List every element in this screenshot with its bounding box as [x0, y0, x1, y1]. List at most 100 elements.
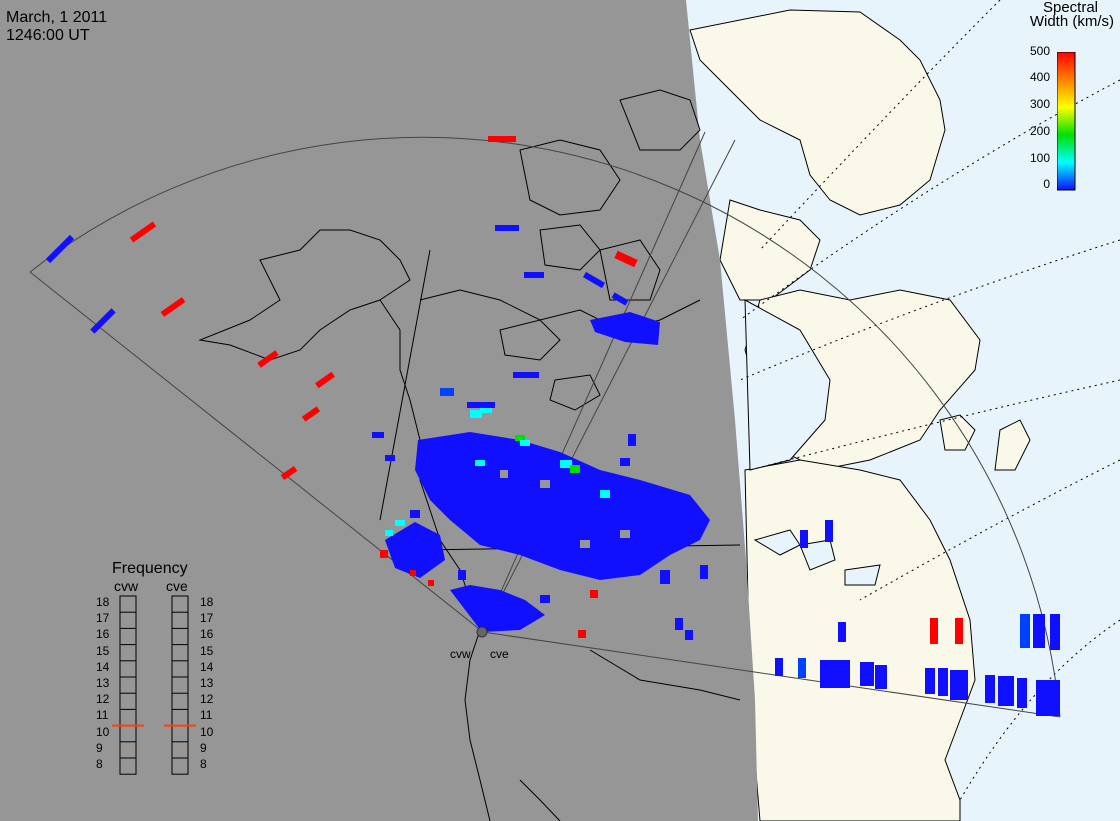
- scatter-cell: [950, 670, 968, 700]
- site-label-cve: cve: [490, 647, 509, 661]
- scatter-cell: [315, 371, 335, 389]
- scatter-cell: [475, 460, 485, 466]
- radar-label-cvw: cvw: [114, 578, 139, 594]
- colorbar-title-2: Width (km/s): [1029, 13, 1114, 30]
- scatter-cell: [620, 530, 630, 538]
- scatter-cell: [998, 676, 1014, 706]
- scatter-cell: [515, 435, 525, 441]
- scatter-cell: [540, 480, 550, 488]
- scatter-cell: [301, 406, 321, 422]
- scatter-cell: [480, 405, 492, 413]
- frequency-scale-label: 10: [96, 724, 110, 739]
- colorbar-tick: 0: [1043, 177, 1050, 191]
- scatter-cell: [467, 402, 495, 408]
- date-label: March, 1 2011: [6, 9, 108, 26]
- scatter-cell: [700, 565, 708, 579]
- scatter-cell: [985, 675, 995, 703]
- scatter-cell: [372, 432, 384, 438]
- frequency-scale-label: 8: [96, 757, 103, 771]
- scatter-region-west: [385, 522, 445, 578]
- frequency-title: Frequency: [112, 560, 188, 577]
- scatter-cell: [582, 271, 606, 289]
- scatter-cell: [280, 465, 298, 481]
- scatter-cell: [488, 136, 516, 142]
- frequency-scale-label: 14: [96, 659, 110, 674]
- scatter-cell: [590, 590, 598, 598]
- scatter-cell: [620, 458, 630, 466]
- scatter-cell: [798, 658, 806, 678]
- scatter-cell: [470, 410, 482, 418]
- scatter-cell: [660, 570, 670, 584]
- frequency-scale-label: 10: [200, 724, 214, 739]
- scatter-cell: [1020, 614, 1030, 648]
- scatter-cell: [685, 630, 693, 640]
- frequency-scale-label: 16: [200, 627, 214, 642]
- scatter-cell: [458, 570, 466, 580]
- scatter-cell: [513, 372, 539, 378]
- frequency-scale-label: 15: [200, 643, 214, 658]
- scatter-cell: [570, 465, 580, 473]
- night-coastlines: [198, 89, 741, 821]
- frequency-scale-label: 11: [200, 708, 213, 723]
- frequency-scale-label: 12: [96, 692, 110, 707]
- scatter-cell: [611, 292, 629, 306]
- frequency-scale-label: 13: [200, 676, 214, 690]
- frequency-scale-label: 15: [96, 643, 110, 658]
- time-label: 1246:00 UT: [6, 27, 90, 44]
- radar-scatter: [45, 136, 1060, 716]
- scatter-cell: [1036, 680, 1060, 716]
- frequency-scale-label: 9: [96, 740, 103, 755]
- colorbar-tick: 200: [1029, 124, 1050, 138]
- scatter-cell: [540, 595, 550, 603]
- scatter-cell: [395, 520, 405, 526]
- scatter-cell: [495, 225, 519, 231]
- frequency-scale-label: 16: [96, 627, 110, 642]
- frequency-gauge-box: [171, 595, 189, 775]
- scatter-cell: [938, 668, 948, 696]
- frequency-gauge-box: [119, 595, 137, 775]
- scatter-cell: [1033, 614, 1045, 648]
- frequency-scale-label: 18: [200, 595, 214, 609]
- scatter-cell: [410, 510, 420, 518]
- scatter-cell: [385, 530, 393, 536]
- scatter-cell: [45, 234, 75, 264]
- scatter-cell: [580, 540, 590, 548]
- radar-label-cve: cve: [166, 578, 188, 594]
- scatter-cell: [775, 658, 783, 676]
- colorbar-tick: 300: [1029, 97, 1050, 111]
- scatter-cell: [600, 490, 610, 498]
- scatter-cell: [129, 221, 157, 243]
- frequency-scale-label: 17: [96, 611, 110, 626]
- scatter-cell: [860, 662, 874, 686]
- scatter-cell: [560, 460, 572, 468]
- scatter-region-main: [415, 432, 710, 580]
- hudson-bay: [744, 299, 831, 471]
- scatter-cell: [257, 350, 279, 368]
- scatter-cell: [524, 272, 544, 278]
- scatter-cell: [440, 388, 454, 396]
- scatter-region-north: [590, 312, 660, 345]
- grid-lines: [739, 0, 1120, 801]
- frequency-scale-label: 8: [200, 757, 207, 771]
- frequency-scale-label: 9: [200, 740, 207, 755]
- frequency-scale-label: 12: [200, 692, 214, 707]
- frequency-gauges: [112, 595, 196, 775]
- scatter-cell: [614, 250, 638, 268]
- scatter-cell: [428, 580, 434, 586]
- scatter-cell: [520, 440, 530, 446]
- scatter-cell: [628, 434, 636, 446]
- colorbar-tick: 100: [1029, 151, 1050, 165]
- scatter-cell: [800, 530, 808, 548]
- scatter-cell: [1050, 614, 1060, 650]
- frequency-scale-label: 11: [96, 708, 109, 723]
- scatter-cell: [925, 668, 935, 694]
- scatter-cell: [838, 622, 846, 642]
- scatter-cell: [930, 618, 938, 644]
- colorbar-title-1: Spectral: [1042, 0, 1098, 16]
- scatter-cell: [1017, 678, 1027, 708]
- scatter-cell: [500, 470, 508, 478]
- scatter-cell: [385, 455, 395, 461]
- scatter-cell: [675, 618, 683, 630]
